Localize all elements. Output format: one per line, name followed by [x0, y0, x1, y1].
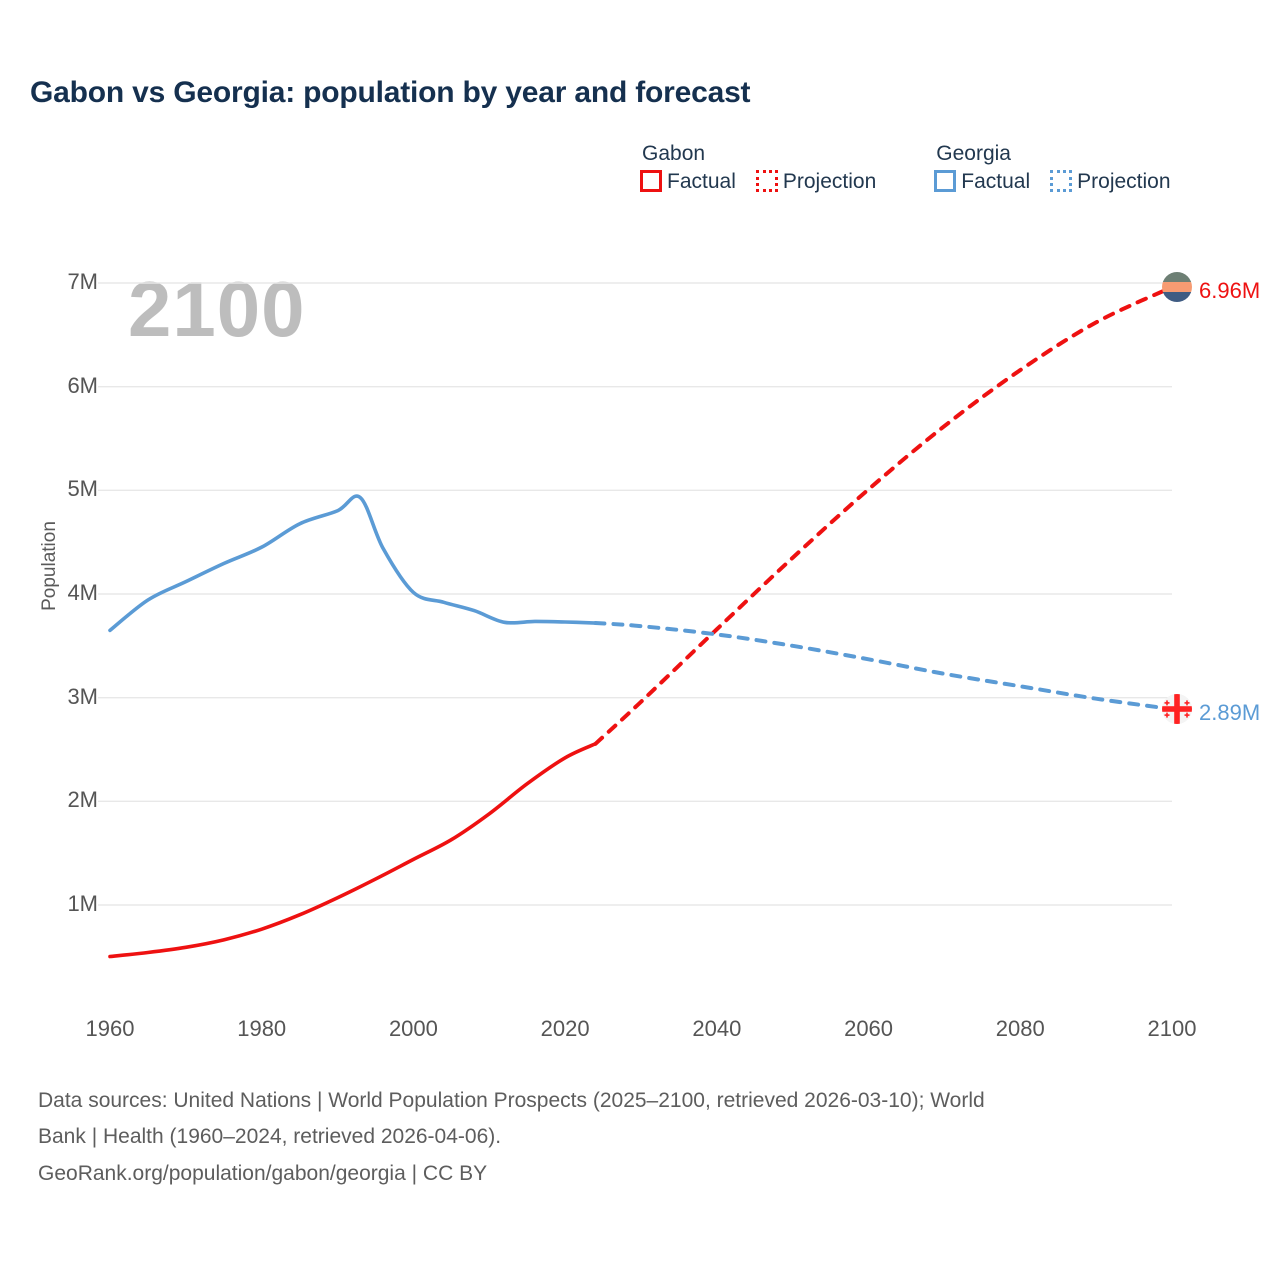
y-tick-label: 6M	[67, 372, 98, 398]
x-tick-label: 1980	[237, 1016, 287, 1041]
series-lines	[108, 285, 1174, 959]
plot-svg	[98, 282, 1174, 959]
legend-label-gabon-projection: Projection	[782, 169, 877, 193]
x-tick-label: 2080	[995, 1016, 1045, 1041]
legend-swatch-dotted-icon	[1050, 170, 1073, 192]
y-tick-label: 5M	[67, 476, 98, 502]
legend-swatch-solid-icon	[934, 170, 957, 192]
footer-attribution[interactable]: GeoRank.org/population/gabon/georgia | C…	[38, 1161, 488, 1185]
legend-items-georgia: Factual Projection	[934, 169, 1171, 193]
y-tick-label: 3M	[67, 683, 98, 709]
legend-label-georgia-factual: Factual	[961, 169, 1031, 193]
gridlines	[98, 282, 1172, 906]
y-tick-label: 1M	[67, 891, 98, 916]
legend-label-gabon-factual: Factual	[667, 169, 736, 193]
georgia-flag-icon	[1162, 694, 1192, 725]
legend-group-gabon: Gabon Factual Projection	[640, 143, 876, 192]
y-tick-label: 2M	[67, 787, 98, 813]
legend-items-gabon: Factual Projection	[640, 170, 876, 192]
footer-sources-line2: Bank | Health (1960–2024, retrieved 2026…	[38, 1125, 502, 1149]
legend-item-gabon-projection[interactable]: Projection	[755, 169, 877, 193]
series-line-gabon-projection	[593, 285, 1174, 746]
x-tick-label: 2020	[540, 1016, 590, 1041]
chart-footer: Data sources: United Nations | World Pop…	[38, 1086, 1238, 1189]
chart-title: Gabon vs Georgia: population by year and…	[30, 76, 751, 109]
legend-swatch-solid-icon	[640, 170, 662, 192]
x-tick-label: 2000	[388, 1016, 438, 1041]
chart-legend: Gabon Factual Projection Georgia Factual	[640, 143, 1171, 192]
legend-item-georgia-projection[interactable]: Projection	[1050, 169, 1171, 193]
y-tick-label: 4M	[67, 580, 98, 605]
legend-swatch-dotted-icon	[755, 170, 778, 192]
y-axis-ticks: 1M 2M 3M 4M 5M 6M 7M	[0, 0, 98, 1060]
series-line-gabon-factual	[108, 742, 598, 959]
x-tick-label: 2040	[692, 1016, 742, 1041]
footer-sources-line1: Data sources: United Nations | World Pop…	[38, 1089, 985, 1112]
y-tick-label: 7M	[67, 269, 98, 294]
gabon-flag-icon	[1162, 272, 1192, 303]
legend-group-title-georgia: Georgia	[936, 142, 1011, 165]
series-line-georgia-factual	[108, 494, 598, 633]
legend-group-georgia: Georgia Factual Projection	[934, 142, 1171, 193]
legend-label-georgia-projection: Projection	[1077, 169, 1171, 193]
legend-item-georgia-factual[interactable]: Factual	[934, 170, 1030, 192]
x-tick-label: 2060	[844, 1016, 894, 1041]
x-tick-label: 2100	[1147, 1016, 1197, 1041]
georgia-endpoint-value: 2.89M	[1199, 700, 1261, 726]
series-line-georgia-projection	[593, 621, 1174, 712]
gabon-endpoint-value: 6.96M	[1199, 278, 1261, 304]
plot-area: 2100 Population 1M 2M 3M 4M 5M 6M 7M 1960 1980 2…	[0, 0, 1261, 1060]
legend-group-title-gabon: Gabon	[642, 142, 706, 165]
legend-item-gabon-factual[interactable]: Factual	[640, 170, 736, 192]
x-tick-label: 1960	[85, 1016, 135, 1041]
